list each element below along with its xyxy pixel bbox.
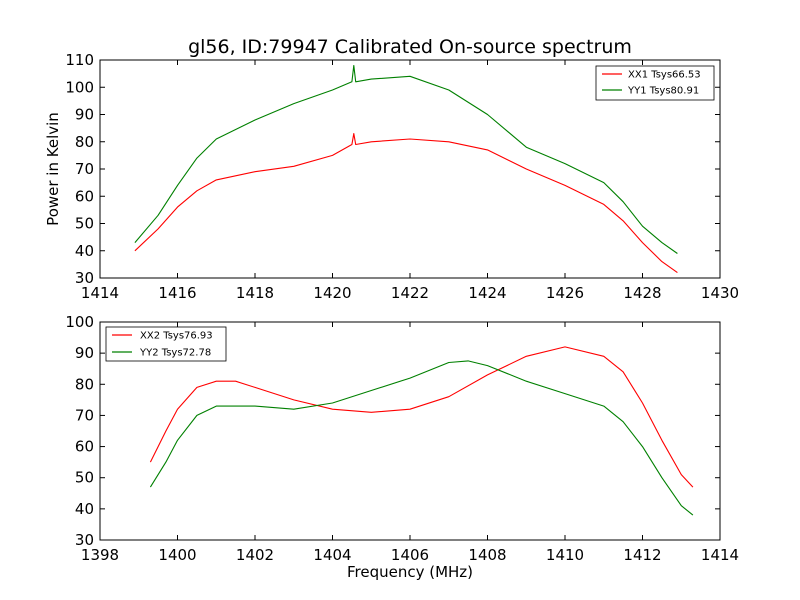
y-tick-label: 30 — [75, 269, 94, 287]
y-tick-label: 40 — [75, 242, 94, 260]
bottom-plot: Frequency (MHz) 1398 1400 1402 1404 1406 1408… — [65, 313, 739, 581]
series-line-xx1 — [134, 133, 678, 274]
x-tick-label: 1414 — [81, 284, 119, 302]
x-tick-label: 1422 — [391, 284, 429, 302]
top-plot-title: gl56, ID:79947 Calibrated On-source spec… — [188, 36, 632, 58]
legend-label-yy2: YY2 Tsys72.78 — [139, 348, 211, 359]
x-tick-label: 1416 — [158, 284, 196, 302]
y-tick-label: 110 — [65, 51, 94, 69]
y-tick-label: 60 — [75, 187, 94, 205]
top-legend-box — [595, 65, 715, 101]
x-tick-label: 1406 — [391, 546, 429, 564]
x-tick-label: 1428 — [623, 284, 661, 302]
y-tick-label: 50 — [75, 215, 94, 233]
y-tick-label: 60 — [75, 438, 94, 456]
top-plot-series — [134, 64, 678, 274]
x-tick-label: 1404 — [313, 546, 351, 564]
y-tick-label: 40 — [75, 500, 94, 518]
x-tick-label: 1398 — [81, 546, 119, 564]
y-tick-label: 80 — [75, 375, 94, 393]
top-plot-legend: XX1 Tsys66.53 YY1 Tsys80.91 — [595, 65, 715, 101]
top-plot-ylabel: Power in Kelvin — [44, 112, 62, 226]
x-tick-label: 1414 — [701, 546, 739, 564]
legend-label-yy1: YY1 Tsys80.91 — [627, 86, 699, 97]
y-tick-label: 80 — [75, 133, 94, 151]
y-tick-label: 90 — [75, 344, 94, 362]
y-tick-label: 100 — [65, 313, 94, 331]
x-tick-label: 1418 — [236, 284, 274, 302]
legend-label-xx1: XX1 Tsys66.53 — [628, 70, 701, 81]
x-tick-label: 1400 — [158, 546, 196, 564]
x-tick-label: 1408 — [468, 546, 506, 564]
y-tick-label: 90 — [75, 106, 94, 124]
legend-label-xx2: XX2 Tsys76.93 — [140, 331, 213, 342]
x-tick-label: 1430 — [701, 284, 739, 302]
bottom-plot-legend: XX2 Tsys76.93 YY2 Tsys72.78 — [105, 326, 227, 362]
y-tick-label: 30 — [75, 531, 94, 549]
top-plot-ticks: 1414 1416 1418 1420 1422 1424 1426 1428 1430 30 40… — [65, 51, 739, 302]
x-tick-label: 1420 — [313, 284, 351, 302]
bottom-plot-ticks: 1398 1400 1402 1404 1406 1408 1410 1412 1414 30 40… — [65, 313, 739, 564]
series-line-yy2 — [149, 360, 694, 516]
x-tick-label: 1410 — [546, 546, 584, 564]
series-line-yy1 — [134, 64, 678, 254]
x-tick-label: 1402 — [236, 546, 274, 564]
bottom-plot-xlabel: Frequency (MHz) — [347, 563, 473, 581]
y-tick-label: 50 — [75, 469, 94, 487]
x-tick-label: 1426 — [546, 284, 584, 302]
x-tick-label: 1412 — [623, 546, 661, 564]
top-plot-frame — [99, 59, 721, 279]
x-tick-label: 1424 — [468, 284, 506, 302]
top-plot: gl56, ID:79947 Calibrated On-source spec… — [44, 36, 739, 302]
y-tick-label: 70 — [75, 406, 94, 424]
y-tick-label: 100 — [65, 78, 94, 96]
bottom-legend-box — [105, 326, 227, 362]
y-tick-label: 70 — [75, 160, 94, 178]
bottom-plot-frame — [99, 321, 721, 541]
series-line-xx2 — [149, 346, 694, 488]
bottom-plot-series — [149, 346, 694, 516]
